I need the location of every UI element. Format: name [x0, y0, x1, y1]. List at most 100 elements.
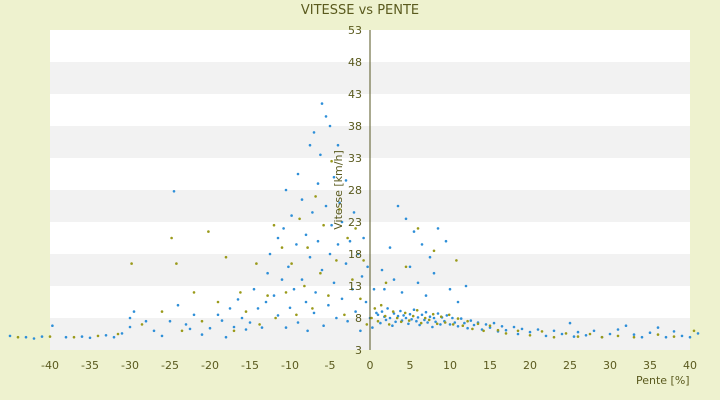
x-tick-label: 25 [563, 359, 577, 372]
scatter-point [346, 236, 349, 240]
scatter-point [428, 315, 432, 319]
scatter-point [200, 333, 204, 336]
scatter-point [384, 281, 388, 285]
scatter-point [420, 313, 424, 317]
scatter-point [298, 217, 301, 221]
scatter-point [295, 313, 298, 317]
scatter-point [564, 332, 568, 335]
scatter-point [383, 287, 386, 291]
scatter-point [338, 207, 341, 211]
scatter-point [343, 313, 346, 317]
scatter-point [208, 326, 212, 330]
scatter-point [386, 307, 389, 310]
scatter-point [469, 319, 473, 322]
scatter-point [435, 322, 439, 326]
scatter-point [412, 230, 416, 233]
scatter-point [379, 303, 383, 307]
scatter-point [304, 300, 308, 304]
scatter-point [319, 271, 322, 275]
x-tick-label: -20 [201, 359, 219, 372]
scatter-point [224, 335, 228, 339]
scatter-point [324, 204, 328, 208]
scatter-point [408, 312, 412, 316]
scatter-point [592, 329, 596, 333]
scatter-point [232, 325, 236, 329]
scatter-point [64, 335, 68, 339]
scatter-point [184, 323, 188, 326]
scatter-point [410, 318, 413, 321]
scatter-point [431, 312, 435, 316]
scatter-point [304, 233, 308, 237]
scatter-point [170, 236, 173, 240]
scatter-point [484, 323, 488, 326]
scatter-point [130, 262, 133, 265]
scatter-point [160, 334, 164, 338]
scatter-point [200, 319, 204, 323]
scatter-point [140, 323, 144, 326]
scatter-point [314, 195, 317, 198]
scatter-point [362, 259, 365, 262]
scatter-point [272, 223, 276, 227]
scatter-point [216, 300, 220, 304]
scatter-point [447, 313, 451, 317]
scatter-point [284, 291, 288, 294]
scatter-point [516, 329, 520, 333]
x-tick-label: -35 [81, 359, 99, 372]
scatter-point [284, 326, 288, 329]
scatter-point [434, 320, 437, 324]
y-tick-label: 33 [348, 152, 362, 165]
scatter-point [228, 307, 232, 310]
y-tick-label: 23 [348, 216, 362, 229]
scatter-point [370, 316, 373, 320]
scatter-point [348, 239, 352, 243]
scatter-point [268, 252, 272, 256]
scatter-point [512, 325, 516, 329]
y-tick-label: 8 [355, 312, 362, 325]
scatter-point [330, 159, 333, 163]
scatter-point [244, 310, 248, 313]
x-tick-label: 10 [443, 359, 457, 372]
scatter-point [244, 328, 248, 331]
scatter-point [248, 321, 252, 324]
scatter-point [188, 327, 192, 331]
scatter-point [380, 310, 384, 313]
y-tick-label: 13 [348, 280, 362, 293]
scatter-point [436, 227, 440, 230]
scatter-point [664, 335, 668, 339]
scatter-point [8, 334, 12, 338]
scatter-point [365, 323, 369, 326]
scatter-point [453, 321, 457, 324]
scatter-point [424, 310, 428, 314]
scatter-point [588, 332, 592, 336]
scatter-point [316, 182, 320, 185]
scatter-point [351, 287, 354, 291]
scatter-point [482, 329, 485, 333]
scatter-point [402, 314, 405, 317]
scatter-point [376, 319, 380, 323]
scatter-point [335, 316, 338, 320]
scatter-point [258, 323, 261, 326]
scatter-point [456, 317, 460, 320]
scatter-point [351, 278, 354, 281]
scatter-point [172, 190, 176, 193]
scatter-point [576, 330, 580, 334]
x-tick-label: -30 [121, 359, 139, 372]
scatter-point [632, 333, 636, 336]
scatter-point [290, 262, 293, 265]
scatter-point [88, 336, 92, 340]
scatter-point [175, 262, 178, 265]
y-tick-label: 48 [348, 56, 362, 69]
scatter-point [672, 335, 676, 338]
scatter-point [96, 334, 100, 338]
y-tick-label: 53 [348, 24, 362, 37]
scatter-point [466, 326, 469, 330]
scatter-point [216, 313, 220, 317]
scatter-point [411, 314, 415, 318]
scatter-point [576, 335, 580, 338]
scatter-point [176, 303, 180, 307]
scatter-point [616, 334, 620, 338]
scatter-point [346, 319, 349, 323]
scatter-point [372, 287, 376, 291]
scatter-point [463, 321, 466, 325]
